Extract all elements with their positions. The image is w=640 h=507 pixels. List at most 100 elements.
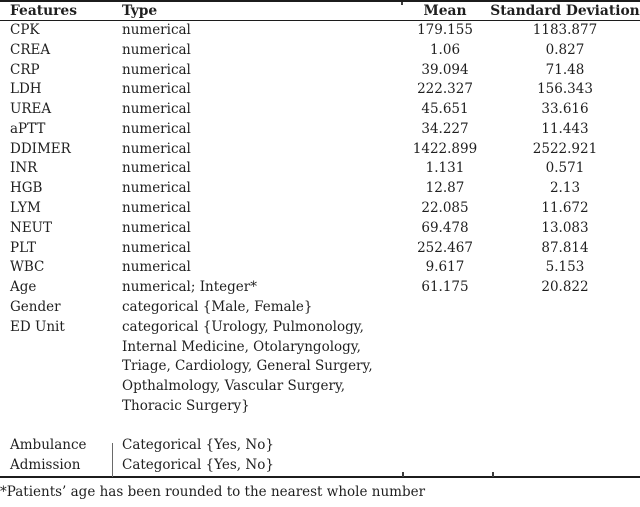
- cell-type: numerical: [112, 80, 400, 100]
- table-row: Age numerical; Integer* 61.175 20.822: [0, 278, 640, 298]
- table-row: INR numerical 1.131 0.571: [0, 159, 640, 179]
- table-row: ED Unit categorical {Urology, Pulmonology…: [0, 318, 640, 417]
- cell-standard-deviation: 5.153: [545, 259, 585, 276]
- cell-type: numerical: [112, 199, 400, 219]
- cell-mean: 61.175: [421, 279, 469, 296]
- table-row: CPK numerical 179.155 1183.877: [0, 21, 640, 41]
- type-line: numerical: [122, 160, 191, 177]
- cell-standard-deviation: [490, 417, 640, 437]
- table-row: [0, 417, 640, 437]
- cell-type: numerical: [112, 258, 400, 278]
- type-line: numerical: [122, 219, 191, 236]
- cell-type: numerical: [112, 100, 400, 120]
- cell-standard-deviation: 11.443: [541, 120, 589, 137]
- cell-standard-deviation: 71.48: [545, 61, 585, 78]
- type-line: numerical: [122, 101, 191, 118]
- type-line: categorical {Male, Female}: [122, 298, 313, 315]
- type-line: Triage, Cardiology, General Surgery,: [122, 358, 373, 375]
- table-header-row: Features Type Mean Standard Deviation: [0, 2, 640, 21]
- cell-type: numerical: [112, 239, 400, 259]
- table-row: HGB numerical 12.87 2.13: [0, 179, 640, 199]
- table-row: LDH numerical 222.327 156.343: [0, 80, 640, 100]
- cell-mean: 1.06: [429, 41, 461, 58]
- type-line: Categorical {Yes, No}: [122, 457, 274, 474]
- cell-feature: CRP: [10, 61, 40, 78]
- type-line: numerical: [122, 140, 191, 157]
- cell-mean: [400, 318, 490, 417]
- cell-standard-deviation: 20.822: [541, 279, 589, 296]
- type-line: Thoracic Surgery}: [122, 397, 250, 414]
- type-line: numerical; Integer*: [122, 279, 257, 296]
- cell-feature: LYM: [10, 200, 41, 217]
- table-row: WBC numerical 9.617 5.153: [0, 258, 640, 278]
- type-line: categorical {Urology, Pulmonology,: [122, 318, 364, 335]
- cell-feature: PLT: [10, 239, 36, 256]
- cell-standard-deviation: 156.343: [537, 81, 593, 98]
- cell-feature: [0, 417, 112, 437]
- cell-standard-deviation: 0.571: [545, 160, 585, 177]
- cell-feature: UREA: [10, 101, 52, 118]
- cell-standard-deviation: 1183.877: [532, 22, 598, 38]
- cell-type: numerical: [112, 120, 400, 140]
- cell-type: numerical: [112, 140, 400, 160]
- cell-type: Categorical {Yes, No}: [112, 456, 400, 476]
- cell-type: numerical: [112, 219, 400, 239]
- cell-border-tick-bottom-left: [402, 472, 404, 477]
- cell-feature: DDIMER: [10, 140, 71, 157]
- table-row: Ambulance Categorical {Yes, No}: [0, 436, 640, 456]
- cell-type: numerical: [112, 21, 400, 41]
- cell-feature: CREA: [10, 41, 51, 58]
- table-row: DDIMER numerical 1422.899 2522.921: [0, 140, 640, 160]
- column-header-standard-deviation: Standard Deviation: [490, 3, 640, 19]
- cell-feature: ED Unit: [10, 318, 65, 335]
- cell-feature: WBC: [10, 259, 45, 276]
- cell-standard-deviation: [490, 456, 640, 476]
- cell-type: categorical {Urology, Pulmonology, Intern…: [112, 318, 400, 417]
- table-row: UREA numerical 45.651 33.616: [0, 100, 640, 120]
- table-row: CRP numerical 39.094 71.48: [0, 61, 640, 81]
- cell-mean: 222.327: [417, 81, 473, 98]
- cell-mean: 69.478: [421, 219, 469, 236]
- cell-mean: 252.467: [417, 239, 473, 256]
- type-line: numerical: [122, 180, 191, 197]
- table-row: Gender categorical {Male, Female}: [0, 298, 640, 318]
- cell-mean: 12.87: [425, 180, 465, 197]
- cell-mean: [400, 298, 490, 318]
- cell-mean: [400, 417, 490, 437]
- table-body: CPK numerical 179.155 1183.877 CREA numerical…: [0, 21, 640, 476]
- cell-feature: Age: [10, 279, 37, 296]
- table-row: LYM numerical 22.085 11.672: [0, 199, 640, 219]
- cell-standard-deviation: [490, 298, 640, 318]
- cell-border-tick-bottom-right: [492, 472, 494, 477]
- cell-mean: [400, 456, 490, 476]
- cell-mean: 1.131: [425, 160, 465, 177]
- table-footnote: *Patients’ age has been rounded to the n…: [0, 483, 426, 500]
- type-line: numerical: [122, 22, 191, 38]
- cell-mean: 39.094: [421, 61, 469, 78]
- type-line: numerical: [122, 41, 191, 58]
- table-row: Admission Categorical {Yes, No}: [0, 456, 640, 476]
- cell-standard-deviation: [490, 436, 640, 456]
- column-header-mean: Mean: [423, 3, 467, 19]
- table-row: CREA numerical 1.06 0.827: [0, 41, 640, 61]
- cell-standard-deviation: 33.616: [541, 101, 589, 118]
- cell-mean: 1422.899: [412, 140, 478, 157]
- cell-border-vertical-line: [112, 443, 113, 477]
- type-line: numerical: [122, 81, 191, 98]
- table-row: NEUT numerical 69.478 13.083: [0, 219, 640, 239]
- cell-type: numerical: [112, 179, 400, 199]
- type-line: numerical: [122, 200, 191, 217]
- cell-standard-deviation: 2.13: [549, 180, 581, 197]
- cell-mean: [400, 436, 490, 456]
- cell-feature: LDH: [10, 81, 42, 98]
- cell-type: numerical; Integer*: [112, 278, 400, 298]
- cell-standard-deviation: 87.814: [541, 239, 589, 256]
- type-line: numerical: [122, 239, 191, 256]
- cell-feature: Admission: [10, 457, 81, 474]
- table-row: aPTT numerical 34.227 11.443: [0, 120, 640, 140]
- type-line: Opthalmology, Vascular Surgery,: [122, 378, 346, 395]
- feature-statistics-table: Features Type Mean Standard Deviation CP…: [0, 0, 640, 478]
- type-line: Categorical {Yes, No}: [122, 437, 274, 454]
- cell-standard-deviation: 13.083: [541, 219, 589, 236]
